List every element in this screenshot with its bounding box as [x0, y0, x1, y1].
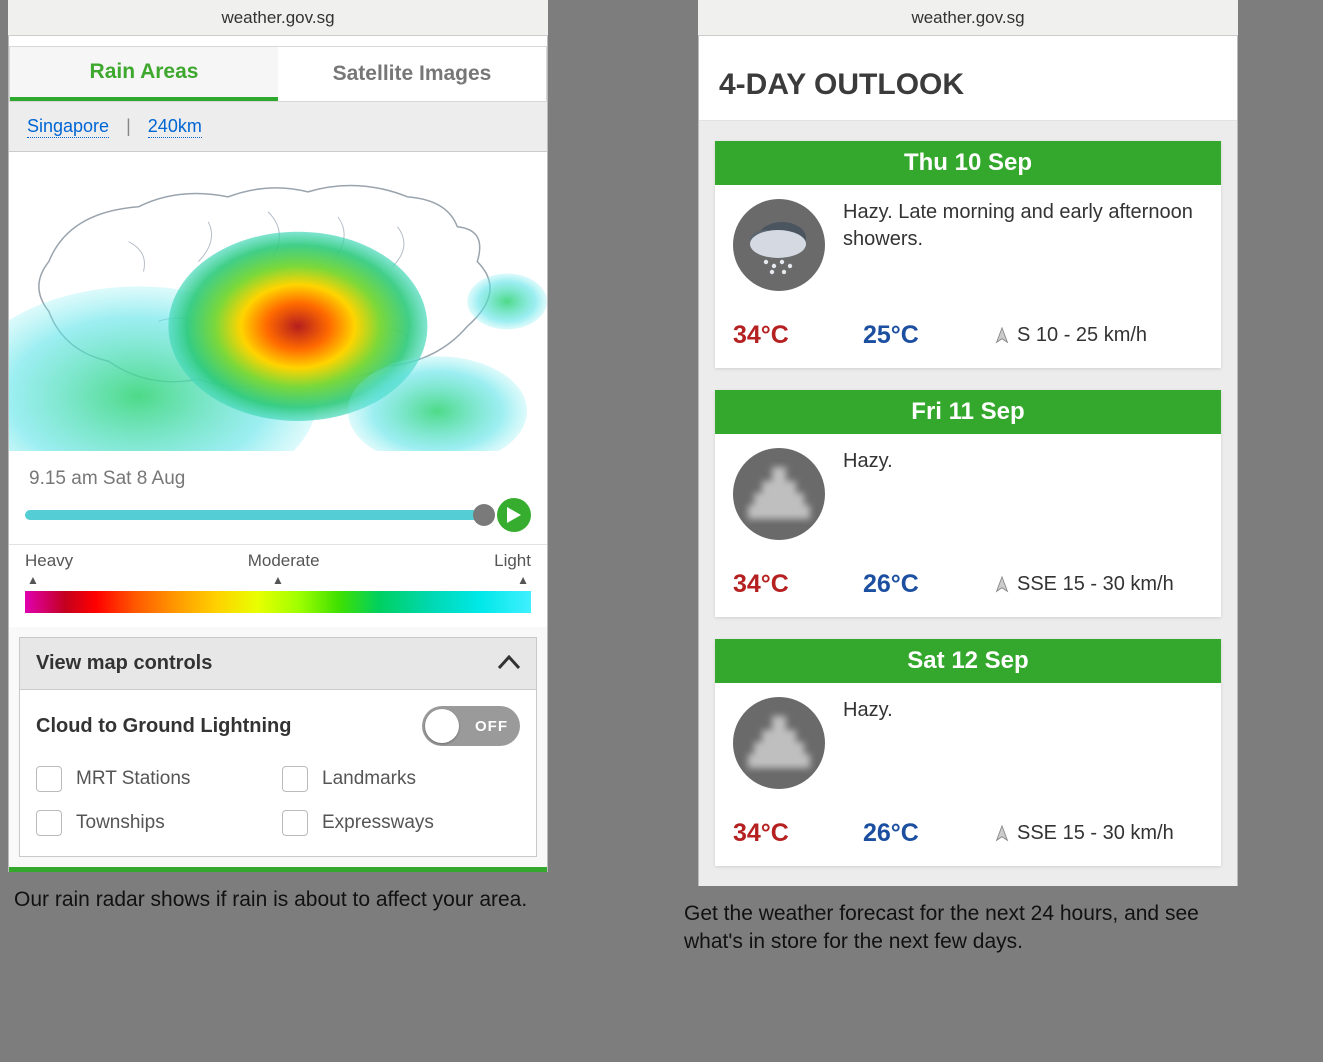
lightning-toggle[interactable]: OFF: [422, 706, 520, 746]
forecast-date: Fri 11 Sep: [715, 390, 1221, 434]
chevron-up-icon: [498, 652, 520, 675]
checkbox-icon: [36, 810, 62, 836]
toggle-knob: [425, 709, 459, 743]
legend-light: Light: [494, 551, 531, 571]
haze-icon: [733, 448, 825, 540]
view-tabs: Rain Areas Satellite Images: [9, 46, 547, 102]
timeline-thumb[interactable]: [473, 504, 495, 526]
high-temp: 34°C: [733, 321, 863, 350]
legend-heavy: Heavy: [25, 551, 73, 571]
left-caption: Our rain radar shows if rain is about to…: [8, 876, 548, 924]
tab-satellite-images[interactable]: Satellite Images: [278, 47, 546, 101]
forecast-text: Hazy.: [843, 697, 893, 724]
checkbox-townships[interactable]: Townships: [36, 810, 274, 836]
legend-moderate: Moderate: [248, 551, 320, 571]
checkbox-landmarks[interactable]: Landmarks: [282, 766, 520, 792]
forecast-card: Thu 10 Sep Hazy. Late morning and early a…: [715, 141, 1221, 368]
forecast-card: Sat 12 Sep Hazy. 34°C26°CSSE 15 - 30 km/h: [715, 639, 1221, 866]
address-bar: weather.gov.sg: [8, 0, 548, 36]
checkbox-icon: [282, 810, 308, 836]
intensity-legend: Heavy Moderate Light ▲▲▲: [9, 545, 547, 627]
checkbox-icon: [282, 766, 308, 792]
url-text: weather.gov.sg: [221, 8, 334, 28]
page-title: 4-DAY OUTLOOK: [699, 46, 1237, 121]
forecast-date: Sat 12 Sep: [715, 639, 1221, 683]
checkbox-icon: [36, 766, 62, 792]
checkbox-expressways[interactable]: Expressways: [282, 810, 520, 836]
lightning-label: Cloud to Ground Lightning: [36, 715, 291, 738]
radar-timestamp: 9.15 am Sat 8 Aug: [29, 468, 527, 490]
forecast-cards: Thu 10 Sep Hazy. Late morning and early a…: [699, 121, 1237, 886]
toggle-state: OFF: [475, 718, 508, 735]
subnav-separator: |: [126, 116, 131, 136]
right-caption: Get the weather forecast for the next 24…: [678, 890, 1238, 967]
url-text: weather.gov.sg: [911, 8, 1024, 28]
outlook-screen: weather.gov.sg 4-DAY OUTLOOK Thu 10 Sep H…: [698, 0, 1238, 886]
tab-rain-areas[interactable]: Rain Areas: [10, 47, 278, 101]
wind-info: SSE 15 - 30 km/h: [993, 573, 1174, 596]
play-icon: [507, 507, 521, 523]
map-controls-header[interactable]: View map controls: [20, 638, 536, 690]
forecast-text: Hazy.: [843, 448, 893, 475]
forecast-date: Thu 10 Sep: [715, 141, 1221, 185]
legend-gradient: [25, 591, 531, 613]
forecast-card: Fri 11 Sep Hazy. 34°C26°CSSE 15 - 30 km/h: [715, 390, 1221, 617]
checkbox-mrt-stations[interactable]: MRT Stations: [36, 766, 274, 792]
radar-timeline: 9.15 am Sat 8 Aug: [9, 452, 547, 545]
zoom-240km-link[interactable]: 240km: [148, 116, 202, 138]
zoom-subnav: Singapore | 240km: [9, 102, 547, 152]
timeline-track[interactable]: [25, 510, 487, 520]
wind-info: SSE 15 - 30 km/h: [993, 822, 1174, 845]
map-controls-panel: View map controls Cloud to Ground Lightn…: [19, 637, 537, 857]
low-temp: 25°C: [863, 321, 993, 350]
high-temp: 34°C: [733, 570, 863, 599]
radar-map[interactable]: [9, 152, 547, 452]
rain-radar-screen: weather.gov.sg Rain Areas Satellite Imag…: [8, 0, 548, 872]
rain-overlay: [9, 152, 547, 451]
footer-accent: [9, 867, 547, 872]
haze-icon: [733, 697, 825, 789]
low-temp: 26°C: [863, 570, 993, 599]
low-temp: 26°C: [863, 819, 993, 848]
forecast-text: Hazy. Late morning and early afternoon s…: [843, 199, 1203, 253]
address-bar: weather.gov.sg: [698, 0, 1238, 36]
rain-icon: [733, 199, 825, 291]
high-temp: 34°C: [733, 819, 863, 848]
play-button[interactable]: [497, 498, 531, 532]
wind-info: S 10 - 25 km/h: [993, 324, 1147, 347]
zoom-singapore-link[interactable]: Singapore: [27, 116, 109, 138]
